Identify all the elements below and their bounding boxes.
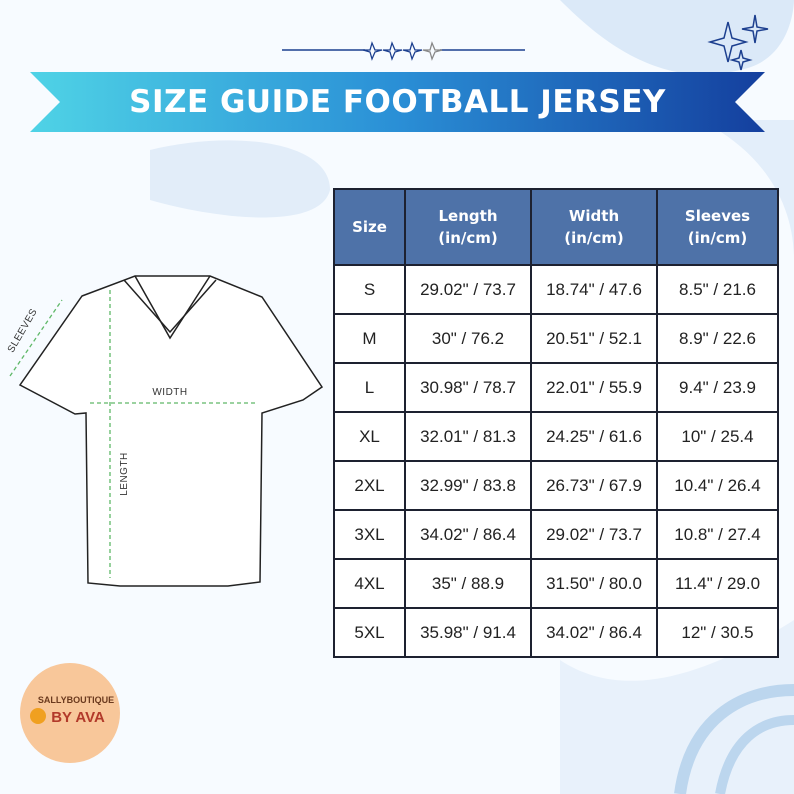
header-cell: Width (in/cm) bbox=[530, 188, 658, 266]
table-cell: 31.50" / 80.0 bbox=[530, 558, 658, 609]
table-cell: 20.51" / 52.1 bbox=[530, 313, 658, 364]
header-name: Length bbox=[438, 207, 498, 225]
table-cell: 22.01" / 55.9 bbox=[530, 362, 658, 413]
table-cell: 4XL bbox=[333, 558, 406, 609]
table-row: 5XL 35.98" / 91.4 34.02" / 86.4 12" / 30.5 bbox=[333, 607, 779, 658]
table-cell: 30.98" / 78.7 bbox=[404, 362, 532, 413]
table-cell: 10.4" / 26.4 bbox=[656, 460, 779, 511]
sleeves-label: SLEEVES bbox=[6, 307, 40, 355]
table-cell: S bbox=[333, 264, 406, 315]
header-unit: (in/cm) bbox=[687, 229, 748, 247]
table-cell: 24.25" / 61.6 bbox=[530, 411, 658, 462]
title: SIZE GUIDE FOOTBALL JERSEY bbox=[129, 84, 666, 120]
table-cell: 29.02" / 73.7 bbox=[404, 264, 532, 315]
table-cell: 34.02" / 86.4 bbox=[530, 607, 658, 658]
table-cell: 9.4" / 23.9 bbox=[656, 362, 779, 413]
size-table: Size Length (in/cm) Width (in/cm) Sleeves (in/… bbox=[333, 188, 779, 658]
table-cell: 32.01" / 81.3 bbox=[404, 411, 532, 462]
table-row: 2XL 32.99" / 83.8 26.73" / 67.9 10.4" / 26.… bbox=[333, 460, 779, 511]
logo-top: SALLYBOUTIQUE bbox=[38, 695, 114, 705]
table-cell: 26.73" / 67.9 bbox=[530, 460, 658, 511]
header-name: Width bbox=[568, 207, 620, 225]
table-cell: XL bbox=[333, 411, 406, 462]
table-cell: 12" / 30.5 bbox=[656, 607, 779, 658]
header-name: Size bbox=[352, 218, 387, 236]
table-row: 3XL 34.02" / 86.4 29.02" / 73.7 10.8" / 27.… bbox=[333, 509, 779, 560]
table-cell: 10.8" / 27.4 bbox=[656, 509, 779, 560]
table-cell: 34.02" / 86.4 bbox=[404, 509, 532, 560]
table-cell: 35.98" / 91.4 bbox=[404, 607, 532, 658]
table-cell: 8.5" / 21.6 bbox=[656, 264, 779, 315]
table-row: L 30.98" / 78.7 22.01" / 55.9 9.4" / 23.9 bbox=[333, 362, 779, 413]
header-cell: Length (in/cm) bbox=[404, 188, 532, 266]
header-unit: (in/cm) bbox=[564, 229, 624, 247]
header-name: Sleeves bbox=[684, 207, 751, 225]
table-cell: 30" / 76.2 bbox=[404, 313, 532, 364]
header-cell: Size bbox=[333, 188, 406, 266]
table-cell: 8.9" / 22.6 bbox=[656, 313, 779, 364]
table-cell: L bbox=[333, 362, 406, 413]
table-cell: M bbox=[333, 313, 406, 364]
table-cell: 35" / 88.9 bbox=[404, 558, 532, 609]
table-row: 4XL 35" / 88.9 31.50" / 80.0 11.4" / 29.0 bbox=[333, 558, 779, 609]
width-label: WIDTH bbox=[152, 387, 187, 398]
table-cell: 29.02" / 73.7 bbox=[530, 509, 658, 560]
table-cell: 32.99" / 83.8 bbox=[404, 460, 532, 511]
table-cell: 3XL bbox=[333, 509, 406, 560]
header-unit: (in/cm) bbox=[438, 229, 498, 247]
logo-bottom: BY AVA bbox=[51, 709, 105, 726]
table-row: M 30" / 76.2 20.51" / 52.1 8.9" / 22.6 bbox=[333, 313, 779, 364]
table-row: XL 32.01" / 81.3 24.25" / 61.6 10" / 25.4 bbox=[333, 411, 779, 462]
table-cell: 5XL bbox=[333, 607, 406, 658]
table-cell: 18.74" / 47.6 bbox=[530, 264, 658, 315]
table-cell: 10" / 25.4 bbox=[656, 411, 779, 462]
table-row: S 29.02" / 73.7 18.74" / 47.6 8.5" / 21.6 bbox=[333, 264, 779, 315]
table-cell: 11.4" / 29.0 bbox=[656, 558, 779, 609]
table-cell: 2XL bbox=[333, 460, 406, 511]
length-label: LENGTH bbox=[119, 452, 130, 496]
jersey bbox=[18, 275, 324, 587]
logo bbox=[20, 663, 120, 763]
header-cell: Sleeves (in/cm) bbox=[656, 188, 779, 266]
